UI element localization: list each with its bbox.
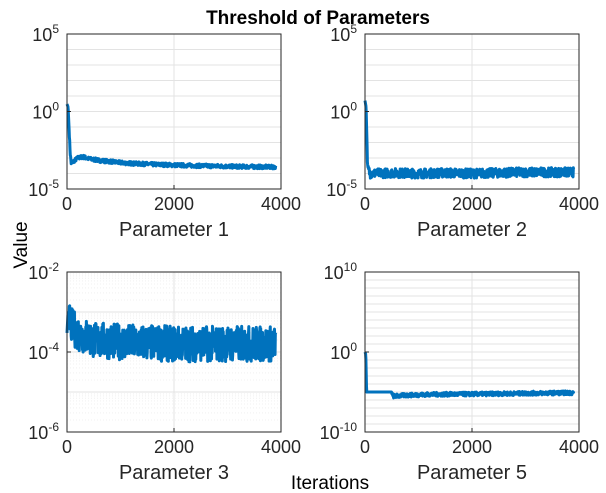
data-line: [363, 100, 576, 180]
x-tick-label: 2000: [154, 194, 194, 214]
y-tick-label: 10-5: [326, 177, 357, 200]
subplot-label: Parameter 3: [119, 462, 229, 484]
subplots: 0 2000 4000 105 100 10-5 Parameter 1 0 2000 4000 1…: [28, 22, 599, 484]
x-tick-label: 0: [360, 437, 370, 457]
figure-title: Threshold of Parameters: [206, 8, 430, 29]
x-tick-label: 2000: [154, 437, 194, 457]
subplot-3: 0 2000 4000 10-2 10-4 10-6 Parameter 3: [28, 260, 301, 484]
y-tick-label: 105: [32, 22, 59, 45]
y-tick-label: 10-2: [28, 260, 59, 283]
x-tick-label: 2000: [452, 194, 492, 214]
x-tick-label: 4000: [261, 437, 301, 457]
x-tick-label: 0: [360, 194, 370, 214]
subplot-2: 0 2000 4000 105 100 10-5 Parameter 2: [326, 22, 599, 241]
y-tick-label: 10-6: [28, 420, 59, 443]
data-line: [65, 304, 278, 364]
x-tick-label: 4000: [559, 194, 599, 214]
subplot-label: Parameter 1: [119, 219, 229, 241]
x-tick-label: 4000: [261, 194, 301, 214]
subplot-label: Parameter 2: [417, 219, 527, 241]
y-tick-label: 10-4: [28, 340, 59, 363]
y-tick-label: 10-10: [320, 420, 358, 443]
subplot-1: 0 2000 4000 105 100 10-5 Parameter 1: [28, 22, 301, 241]
subplot-label: Parameter 5: [417, 462, 527, 484]
y-axis-label: Value: [11, 221, 32, 268]
subplot-4: 0 2000 4000 1010 100 10-10 Parameter 5: [320, 260, 599, 484]
data-line: [363, 351, 576, 400]
x-tick-label: 0: [62, 194, 72, 214]
y-tick-label: 1010: [324, 260, 358, 283]
y-tick-label: 100: [330, 100, 357, 123]
y-tick-label: 10-5: [28, 177, 59, 200]
x-tick-label: 2000: [452, 437, 492, 457]
data-line: [65, 103, 278, 171]
x-axis-label: Iterations: [291, 473, 369, 493]
y-tick-label: 100: [32, 100, 59, 123]
x-tick-label: 0: [62, 437, 72, 457]
y-tick-label: 100: [330, 340, 357, 363]
x-tick-label: 4000: [559, 437, 599, 457]
y-tick-label: 105: [330, 22, 357, 45]
